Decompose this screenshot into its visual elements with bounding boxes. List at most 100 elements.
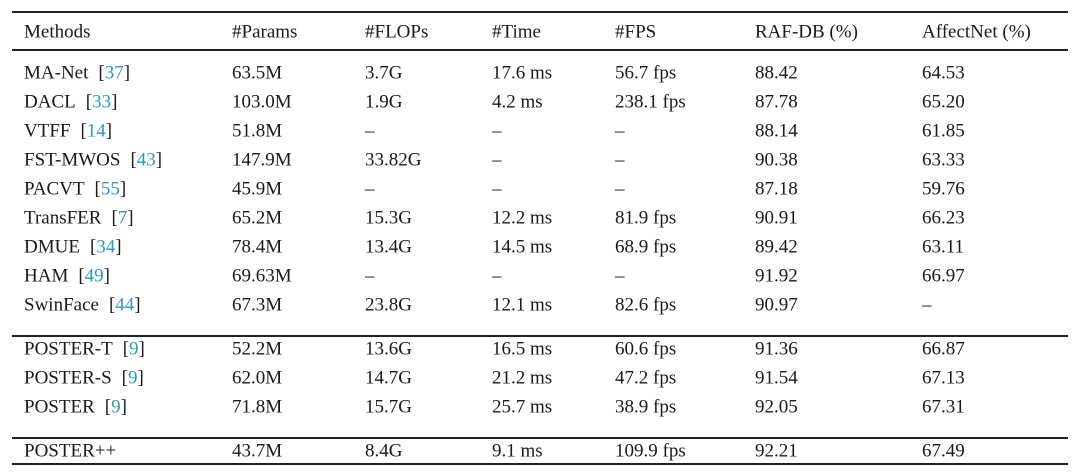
data-cell: 82.6 fps [615,294,677,316]
citation: [34] [89,236,122,258]
data-cell: 91.36 [755,338,798,360]
data-cell: 91.92 [755,265,798,287]
data-cell: 71.8M [232,396,283,418]
data-cell: 67.49 [922,440,965,462]
data-cell: 63.5M [232,62,283,84]
citation: [9] [122,338,145,360]
data-cell: 67.13 [922,367,965,389]
rule [12,49,1068,51]
rule [12,437,1068,439]
data-cell: 66.87 [922,338,965,360]
data-cell: 8.4G [365,440,403,462]
data-cell: – [365,120,375,142]
header-cell: AffectNet (%) [922,21,1031,43]
data-cell: 63.11 [922,236,965,258]
method-name: POSTER [9] [24,396,127,418]
data-cell: – [615,178,625,200]
method-name: DACL [33] [24,91,118,113]
data-cell: 62.0M [232,367,283,389]
data-cell: 52.2M [232,338,283,360]
header-cell: #FPS [615,21,657,43]
data-cell: 64.53 [922,62,965,84]
method-name: POSTER-T [9] [24,338,145,360]
data-cell: 14.5 ms [492,236,553,258]
citation: [43] [130,149,163,171]
data-cell: 89.42 [755,236,798,258]
data-cell: – [492,120,502,142]
data-cell: – [492,265,502,287]
data-cell: 90.91 [755,207,798,229]
method-name: TransFER [7] [24,207,134,229]
data-cell: 81.9 fps [615,207,677,229]
data-cell: – [492,149,502,171]
data-cell: 78.4M [232,236,283,258]
data-cell: 147.9M [232,149,292,171]
data-cell: 16.5 ms [492,338,553,360]
header-cell: RAF-DB (%) [755,21,858,43]
data-cell: 60.6 fps [615,338,677,360]
method-name: MA-Net [37] [24,62,131,84]
data-cell: 51.8M [232,120,283,142]
data-cell: 66.97 [922,265,965,287]
data-cell: – [615,265,625,287]
data-cell: 13.4G [365,236,412,258]
data-cell: – [922,294,932,316]
data-cell: – [615,120,625,142]
data-cell: – [492,178,502,200]
data-cell: 25.7 ms [492,396,553,418]
data-cell: 15.7G [365,396,412,418]
data-cell: 4.2 ms [492,91,543,113]
citation: [7] [111,207,134,229]
data-cell: 23.8G [365,294,412,316]
data-cell: 12.1 ms [492,294,553,316]
data-cell: 88.42 [755,62,798,84]
data-cell: 92.21 [755,440,798,462]
rule [12,463,1068,465]
citation: [37] [98,62,131,84]
data-cell: 14.7G [365,367,412,389]
data-cell: 90.38 [755,149,798,171]
data-cell: – [365,265,375,287]
data-cell: 67.3M [232,294,283,316]
data-cell: 45.9M [232,178,283,200]
data-cell: 61.85 [922,120,965,142]
method-name: POSTER-S [9] [24,367,144,389]
data-cell: 87.18 [755,178,798,200]
method-name: SwinFace [44] [24,294,141,316]
data-cell: 67.31 [922,396,965,418]
citation: [33] [85,91,118,113]
header-cell: Methods [24,21,91,43]
data-cell: 65.2M [232,207,283,229]
data-cell: 109.9 fps [615,440,686,462]
data-cell: 9.1 ms [492,440,543,462]
data-cell: 33.82G [365,149,422,171]
data-cell: 238.1 fps [615,91,686,113]
data-cell: 59.76 [922,178,965,200]
data-cell: 63.33 [922,149,965,171]
rule [12,11,1068,13]
data-cell: 103.0M [232,91,292,113]
header-cell: #FLOPs [365,21,429,43]
citation: [9] [104,396,127,418]
data-cell: 87.78 [755,91,798,113]
citation: [14] [80,120,113,142]
method-name: DMUE [34] [24,236,122,258]
data-cell: 43.7M [232,440,283,462]
data-cell: 90.97 [755,294,798,316]
data-cell: 66.23 [922,207,965,229]
data-cell: 92.05 [755,396,798,418]
data-cell: 13.6G [365,338,412,360]
header-cell: #Time [492,21,541,43]
citation: [49] [78,265,110,287]
data-cell: 12.2 ms [492,207,553,229]
data-cell: 21.2 ms [492,367,553,389]
data-cell: – [615,149,625,171]
data-cell: 65.20 [922,91,965,113]
data-cell: 1.9G [365,91,403,113]
method-name: VTFF [14] [24,120,113,142]
data-cell: 47.2 fps [615,367,677,389]
data-cell: 56.7 fps [615,62,677,84]
data-cell: 38.9 fps [615,396,677,418]
method-name: PACVT [55] [24,178,127,200]
